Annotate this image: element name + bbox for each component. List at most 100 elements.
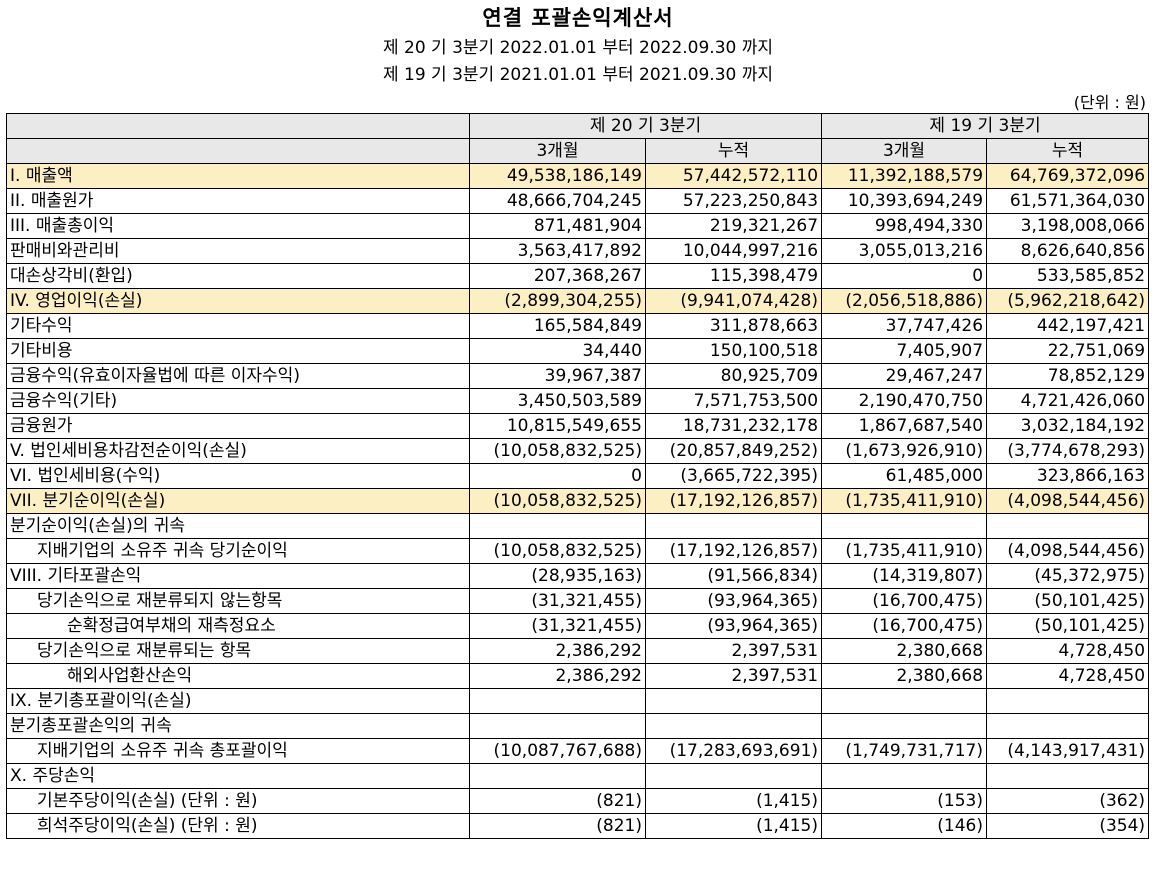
row-label: 기타수익: [6, 313, 470, 339]
statement-title: 연결 포괄손익계산서: [482, 6, 674, 30]
table-row: VI. 법인세비용(수익) 0 (3,665,722,395) 61,485,000 3…: [6, 463, 1150, 489]
row-value: (50,101,425): [986, 588, 1150, 614]
row-value: 150,100,518: [644, 338, 823, 364]
row-value: 2,190,470,750: [821, 388, 988, 414]
row-label: IX. 분기총포괄이익(손실): [6, 688, 470, 714]
row-value: 2,397,531: [644, 638, 823, 664]
row-value: 7,405,907: [821, 338, 988, 364]
row-value: 57,442,572,110: [644, 163, 823, 189]
row-value: 80,925,709: [644, 363, 823, 389]
row-value: [986, 688, 1150, 714]
row-value: (153): [821, 788, 988, 814]
table-row: 기타비용 34,440 150,100,518 7,405,907 22,751,069: [6, 338, 1150, 364]
row-value: 3,563,417,892: [469, 238, 646, 264]
row-value: 219,321,267: [644, 213, 823, 239]
header-prior-3month: 3개월: [821, 138, 988, 164]
table-row: V. 법인세비용차감전순이익(손실) (10,058,832,525) (20,85…: [6, 438, 1150, 464]
table-row: 당기손익으로 재분류되지 않는항목 (31,321,455) (93,964,365…: [6, 588, 1150, 614]
row-value: 10,815,549,655: [469, 413, 646, 439]
row-value: 3,032,184,192: [986, 413, 1150, 439]
income-statement-table: 제 20 기 3분기 제 19 기 3분기 3개월 누적 3개월 누적 I. 매…: [6, 113, 1150, 839]
row-value: 39,967,387: [469, 363, 646, 389]
row-label: VII. 분기순이익(손실): [6, 488, 470, 514]
table-row: IV. 영업이익(손실) (2,899,304,255) (9,941,074,42…: [6, 288, 1150, 314]
table-row: 순확정급여부채의 재측정요소 (31,321,455) (93,964,365) (1…: [6, 613, 1150, 639]
row-value: 0: [821, 263, 988, 289]
table-row: III. 매출총이익 871,481,904 219,321,267 998,494,…: [6, 213, 1150, 239]
row-value: (16,700,475): [821, 588, 988, 614]
row-value: 34,440: [469, 338, 646, 364]
row-value: 49,538,186,149: [469, 163, 646, 189]
row-value: 115,398,479: [644, 263, 823, 289]
header-row-groups: 제 20 기 3분기 제 19 기 3분기: [6, 113, 1150, 139]
row-value: (4,098,544,456): [986, 488, 1150, 514]
row-label: VIII. 기타포괄손익: [6, 563, 470, 589]
row-label: 분기총포괄손익의 귀속: [6, 713, 470, 739]
unit-label: (단위 : 원): [1073, 93, 1146, 112]
row-value: 533,585,852: [986, 263, 1150, 289]
row-value: (28,935,163): [469, 563, 646, 589]
table-row: IX. 분기총포괄이익(손실): [6, 688, 1150, 714]
row-value: 323,866,163: [986, 463, 1150, 489]
header-current-3month: 3개월: [469, 138, 646, 164]
row-value: (20,857,849,252): [644, 438, 823, 464]
row-value: (10,058,832,525): [469, 488, 646, 514]
table-row: VII. 분기순이익(손실) (10,058,832,525) (17,192,12…: [6, 488, 1150, 514]
row-value: (91,566,834): [644, 563, 823, 589]
row-value: [986, 763, 1150, 789]
row-value: (2,056,518,886): [821, 288, 988, 314]
row-value: (3,774,678,293): [986, 438, 1150, 464]
table-row: 금융원가 10,815,549,655 18,731,232,178 1,867,68…: [6, 413, 1150, 439]
row-value: (14,319,807): [821, 563, 988, 589]
row-value: 2,386,292: [469, 663, 646, 689]
row-label: I. 매출액: [6, 163, 470, 189]
row-value: (45,372,975): [986, 563, 1150, 589]
row-value: (50,101,425): [986, 613, 1150, 639]
row-value: (10,058,832,525): [469, 438, 646, 464]
row-label: 당기손익으로 재분류되지 않는항목: [6, 588, 470, 614]
row-label: 금융원가: [6, 413, 470, 439]
header-blank-cell: [6, 113, 470, 139]
table-row: VIII. 기타포괄손익 (28,935,163) (91,566,834) (14,…: [6, 563, 1150, 589]
header-blank-cell: [6, 138, 470, 164]
row-value: (1,735,411,910): [821, 488, 988, 514]
row-value: 29,467,247: [821, 363, 988, 389]
row-value: 18,731,232,178: [644, 413, 823, 439]
row-value: 57,223,250,843: [644, 188, 823, 214]
row-value: 4,728,450: [986, 663, 1150, 689]
row-value: (1,735,411,910): [821, 538, 988, 564]
table-row: II. 매출원가 48,666,704,245 57,223,250,843 10,3…: [6, 188, 1150, 214]
header-prior-cumulative: 누적: [986, 138, 1150, 164]
row-label: III. 매출총이익: [6, 213, 470, 239]
header-current-cumulative: 누적: [644, 138, 823, 164]
row-value: (17,192,126,857): [644, 538, 823, 564]
row-value: (31,321,455): [469, 588, 646, 614]
row-value: [986, 713, 1150, 739]
row-label: II. 매출원가: [6, 188, 470, 214]
row-value: [644, 713, 823, 739]
table-row: 희석주당이익(손실) (단위 : 원) (821) (1,415) (146) (354…: [6, 813, 1150, 839]
row-value: (1,749,731,717): [821, 738, 988, 764]
row-value: 37,747,426: [821, 313, 988, 339]
header-current-period: 제 20 기 3분기: [468, 113, 823, 139]
row-value: 22,751,069: [986, 338, 1150, 364]
row-value: (31,321,455): [469, 613, 646, 639]
row-value: [469, 763, 646, 789]
row-label: 금융수익(기타): [6, 388, 470, 414]
row-value: (362): [986, 788, 1150, 814]
row-value: (16,700,475): [821, 613, 988, 639]
table-row: 분기순이익(손실)의 귀속: [6, 513, 1150, 539]
table-row: I. 매출액 49,538,186,149 57,442,572,110 11,392…: [6, 163, 1150, 189]
row-value: [469, 688, 646, 714]
table-row: 대손상각비(환입) 207,368,267 115,398,479 0 533,585,…: [6, 263, 1150, 289]
row-label: 판매비와관리비: [6, 238, 470, 264]
row-value: 207,368,267: [469, 263, 646, 289]
header-row-columns: 3개월 누적 3개월 누적: [6, 138, 1150, 164]
row-value: (821): [469, 788, 646, 814]
row-value: [986, 513, 1150, 539]
row-value: (146): [821, 813, 988, 839]
row-value: 2,380,668: [821, 663, 988, 689]
header-prior-period: 제 19 기 3분기: [821, 113, 1150, 139]
row-value: (93,964,365): [644, 613, 823, 639]
row-value: [644, 688, 823, 714]
